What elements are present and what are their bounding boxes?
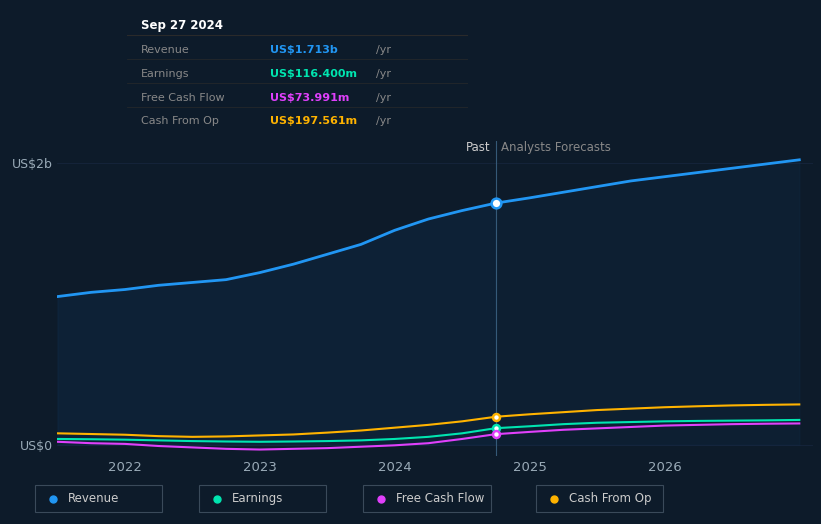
Text: Revenue: Revenue [67, 493, 119, 505]
Text: /yr: /yr [376, 45, 391, 55]
Text: US$116.400m: US$116.400m [270, 69, 357, 79]
Text: Analysts Forecasts: Analysts Forecasts [501, 141, 611, 154]
Text: /yr: /yr [376, 116, 391, 126]
Text: Earnings: Earnings [141, 69, 190, 79]
Text: US$197.561m: US$197.561m [270, 116, 357, 126]
Text: Earnings: Earnings [232, 493, 283, 505]
Text: Free Cash Flow: Free Cash Flow [141, 93, 224, 103]
Text: US$1.713b: US$1.713b [270, 45, 338, 55]
Text: Cash From Op: Cash From Op [569, 493, 651, 505]
Text: Sep 27 2024: Sep 27 2024 [141, 19, 222, 32]
Text: Revenue: Revenue [141, 45, 190, 55]
Text: Cash From Op: Cash From Op [141, 116, 218, 126]
Text: Past: Past [466, 141, 490, 154]
Text: /yr: /yr [376, 93, 391, 103]
Text: US$73.991m: US$73.991m [270, 93, 350, 103]
Text: Free Cash Flow: Free Cash Flow [397, 493, 484, 505]
Text: /yr: /yr [376, 69, 391, 79]
